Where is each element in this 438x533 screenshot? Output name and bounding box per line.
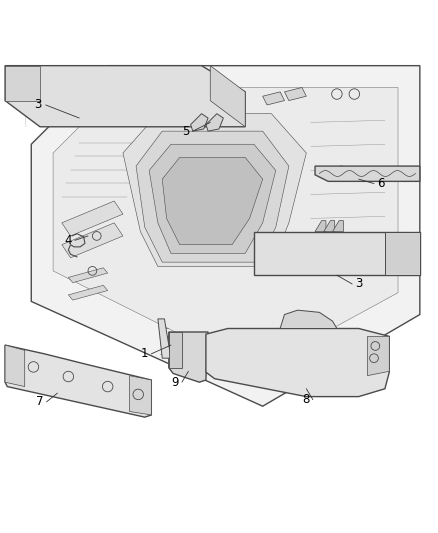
Polygon shape <box>210 66 245 127</box>
Polygon shape <box>62 201 123 236</box>
Polygon shape <box>315 166 420 181</box>
Text: 8: 8 <box>303 393 310 406</box>
Text: 4: 4 <box>65 234 72 247</box>
Polygon shape <box>68 268 108 282</box>
Polygon shape <box>332 221 343 231</box>
Polygon shape <box>324 221 335 231</box>
Polygon shape <box>191 114 208 131</box>
Polygon shape <box>280 310 337 328</box>
Polygon shape <box>5 345 151 417</box>
Polygon shape <box>254 231 420 275</box>
Polygon shape <box>68 285 108 300</box>
Polygon shape <box>158 319 171 358</box>
Text: 3: 3 <box>34 99 42 111</box>
Polygon shape <box>5 66 40 101</box>
Polygon shape <box>169 332 208 382</box>
Polygon shape <box>367 336 389 376</box>
Text: 6: 6 <box>377 177 384 190</box>
Polygon shape <box>385 231 420 275</box>
Polygon shape <box>162 157 263 245</box>
Polygon shape <box>206 328 389 397</box>
Polygon shape <box>285 87 306 101</box>
Polygon shape <box>130 376 151 415</box>
Text: 9: 9 <box>172 376 179 389</box>
Polygon shape <box>31 66 420 406</box>
Polygon shape <box>123 114 306 266</box>
Polygon shape <box>263 92 285 105</box>
Polygon shape <box>53 87 398 372</box>
Text: 3: 3 <box>355 278 362 290</box>
Text: 1: 1 <box>141 348 148 360</box>
Text: 7: 7 <box>36 395 44 408</box>
Polygon shape <box>5 66 245 127</box>
Polygon shape <box>315 221 326 231</box>
Text: 5: 5 <box>183 125 190 138</box>
Polygon shape <box>149 144 276 253</box>
Polygon shape <box>5 345 25 386</box>
Polygon shape <box>136 131 289 262</box>
Polygon shape <box>206 114 223 131</box>
Polygon shape <box>62 223 123 258</box>
Polygon shape <box>169 332 182 368</box>
